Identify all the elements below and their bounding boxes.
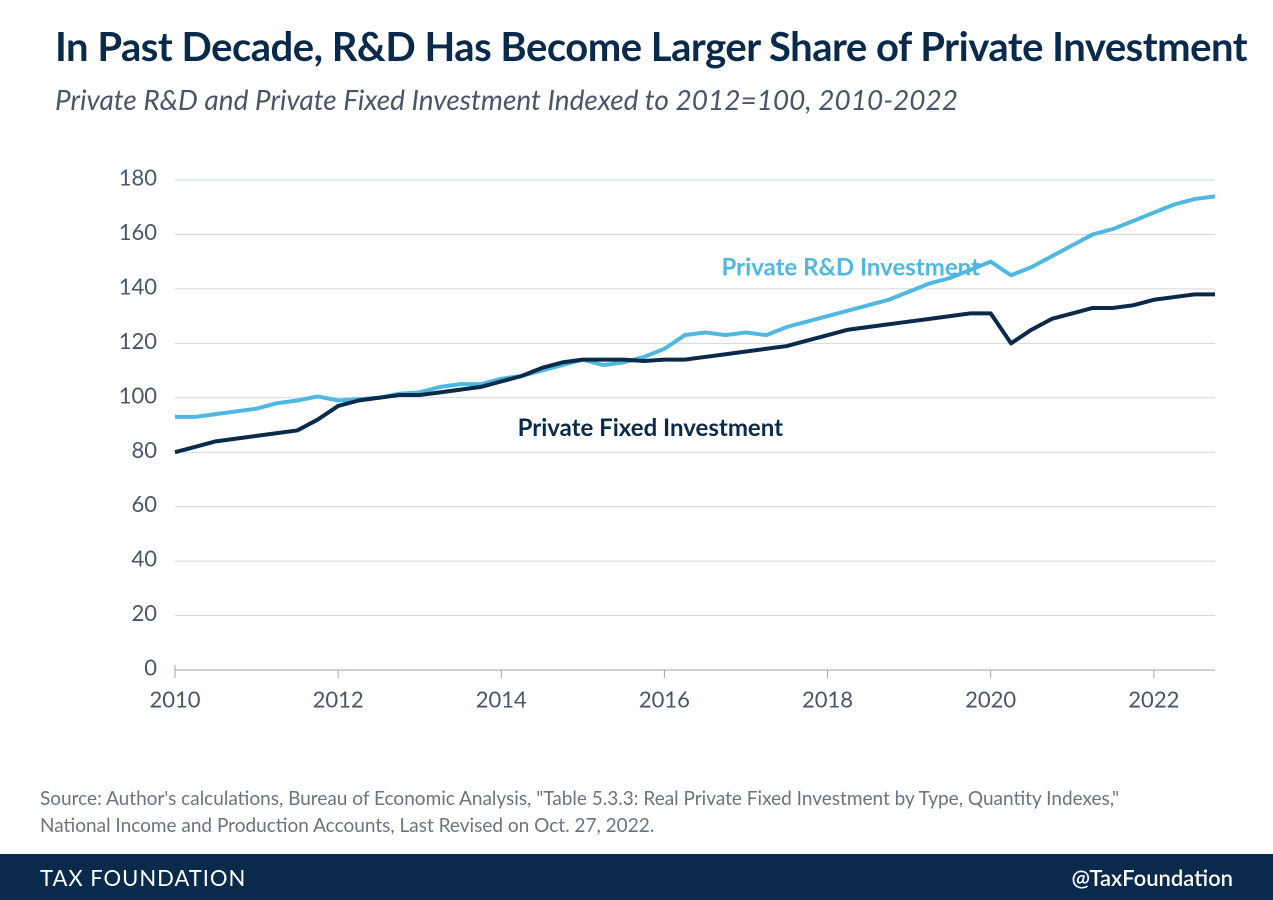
chart-area: 0 20 40 60 80 100 120 140 160 180 2010 2012 2014 2016…	[55, 160, 1215, 740]
y-tick-label: 160	[119, 218, 158, 245]
brand-label: TAX FOUNDATION	[40, 864, 246, 891]
x-tick-label: 2014	[476, 686, 527, 713]
y-tick-label: 0	[144, 654, 157, 681]
y-tick-label: 60	[131, 490, 157, 517]
twitter-handle: @TaxFoundation	[1071, 864, 1233, 891]
y-tick-label: 40	[131, 545, 157, 572]
y-tick-label: 20	[131, 599, 157, 626]
x-tick-label: 2020	[965, 686, 1016, 713]
source-text: Source: Author's calculations, Bureau of…	[40, 786, 1140, 839]
y-tick-label: 140	[119, 272, 158, 299]
series-rd	[175, 196, 1215, 417]
chart-title: In Past Decade, R&D Has Become Larger Sh…	[55, 22, 1247, 70]
y-tick-label: 180	[119, 164, 158, 191]
x-tick-label: 2022	[1128, 686, 1179, 713]
x-tick-label: 2016	[639, 686, 690, 713]
y-tick-label: 80	[131, 436, 157, 463]
y-tick-label: 120	[119, 327, 158, 354]
chart-subtitle: Private R&D and Private Fixed Investment…	[55, 82, 958, 116]
y-tick-label: 100	[119, 381, 158, 408]
series-label-rd: Private R&D Investment	[722, 252, 981, 281]
x-tick-label: 2018	[802, 686, 853, 713]
series-label-pfi: Private Fixed Investment	[518, 413, 784, 442]
footer-bar: TAX FOUNDATION @TaxFoundation	[0, 854, 1273, 900]
x-tick-label: 2010	[149, 686, 200, 713]
x-tick-label: 2012	[313, 686, 364, 713]
line-chart: 0 20 40 60 80 100 120 140 160 180 2010 2012 2014 2016…	[55, 160, 1215, 740]
